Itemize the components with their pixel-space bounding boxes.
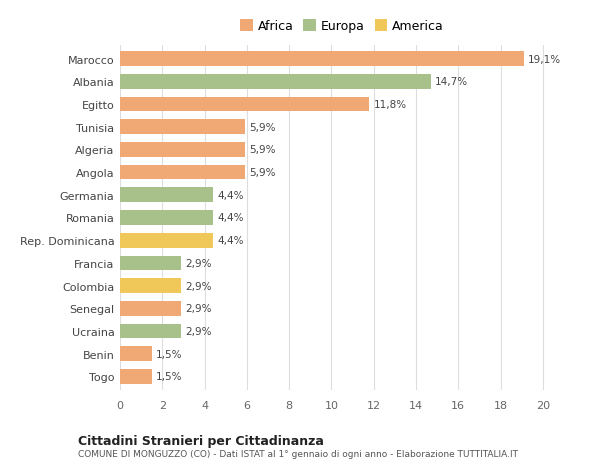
Text: 2,9%: 2,9%	[185, 258, 212, 269]
Bar	[120, 256, 181, 271]
Text: 2,9%: 2,9%	[185, 281, 212, 291]
Text: 4,4%: 4,4%	[217, 213, 244, 223]
Bar	[120, 369, 152, 384]
Legend: Africa, Europa, America: Africa, Europa, America	[238, 18, 446, 36]
Text: 4,4%: 4,4%	[217, 190, 244, 201]
Bar	[120, 165, 245, 180]
Bar	[120, 211, 213, 225]
Text: 5,9%: 5,9%	[249, 123, 275, 133]
Bar	[120, 120, 245, 135]
Bar	[120, 324, 181, 339]
Text: 19,1%: 19,1%	[528, 55, 561, 64]
Bar	[120, 301, 181, 316]
Text: 4,4%: 4,4%	[217, 235, 244, 246]
Text: 2,9%: 2,9%	[185, 303, 212, 313]
Bar	[120, 347, 152, 361]
Bar	[120, 188, 213, 203]
Text: 11,8%: 11,8%	[374, 100, 407, 110]
Bar	[120, 279, 181, 293]
Text: 1,5%: 1,5%	[156, 349, 182, 359]
Bar	[120, 75, 431, 90]
Text: 5,9%: 5,9%	[249, 168, 275, 178]
Bar	[120, 143, 245, 157]
Text: 14,7%: 14,7%	[435, 77, 468, 87]
Text: 5,9%: 5,9%	[249, 145, 275, 155]
Bar	[120, 97, 370, 112]
Text: 2,9%: 2,9%	[185, 326, 212, 336]
Bar	[120, 233, 213, 248]
Text: COMUNE DI MONGUZZO (CO) - Dati ISTAT al 1° gennaio di ogni anno - Elaborazione T: COMUNE DI MONGUZZO (CO) - Dati ISTAT al …	[78, 449, 518, 458]
Text: Cittadini Stranieri per Cittadinanza: Cittadini Stranieri per Cittadinanza	[78, 434, 324, 447]
Bar	[120, 52, 524, 67]
Text: 1,5%: 1,5%	[156, 372, 182, 381]
